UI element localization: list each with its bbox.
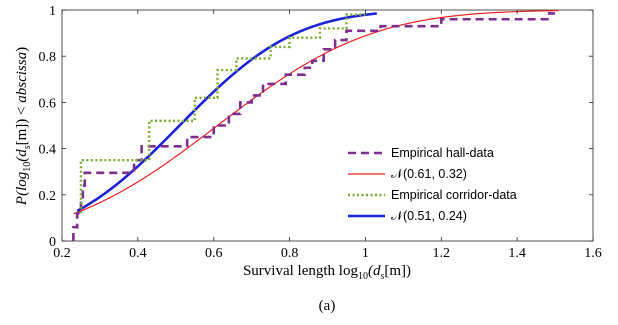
y-axis-label: P(log10(ds[m]) < abscissa) [14, 47, 33, 206]
plot-area-frame [61, 9, 594, 242]
series-line-normal-corridor [76, 12, 377, 213]
figure-caption: (a) [319, 298, 336, 314]
legend-label-normal-hall: 𝒩(0.61, 0.32) [391, 167, 467, 181]
x-tick-label: 1.6 [584, 246, 602, 261]
y-tick-label: 1 [49, 4, 56, 19]
legend-entry-hall: Empirical hall-data [348, 146, 494, 160]
ticks-layer: 0.2 0.4 0.6 0.8 1 1.2 1.4 1.600.20.40.60.81 [39, 4, 602, 261]
series-line-normal-hall [73, 9, 559, 215]
legend-entry-normal-corridor: 𝒩(0.51, 0.24) [348, 209, 467, 223]
y-tick-label: 0.4 [39, 143, 57, 158]
series-line-empirical-corridor [79, 13, 366, 214]
y-tick-label: 0 [49, 235, 56, 250]
legend-entry-corridor: Empirical corridor-data [348, 188, 517, 202]
y-tick-label: 0.2 [39, 189, 57, 204]
y-tick-label: 0.8 [39, 50, 57, 65]
x-tick-label: 1 [362, 246, 369, 261]
x-tick-label: 1.4 [508, 246, 526, 261]
legend-label-normal-corridor: 𝒩(0.51, 0.24) [391, 209, 467, 223]
x-axis-label: Survival length log10(ds[m]) [243, 263, 411, 282]
legend-label-hall: Empirical hall-data [391, 146, 494, 160]
x-tick-label: 1.2 [433, 246, 451, 261]
legend: Empirical hall-data 𝒩(0.61, 0.32) Empiri… [343, 142, 529, 232]
legend-entry-normal-hall: 𝒩(0.61, 0.32) [348, 167, 467, 181]
x-tick-label: 0.6 [205, 246, 223, 261]
x-tick-label: 0.8 [281, 246, 299, 261]
series-line-empirical-hall [72, 12, 556, 241]
series-layer [72, 9, 559, 241]
x-tick-label: 0.2 [53, 246, 71, 261]
legend-label-corridor: Empirical corridor-data [391, 188, 517, 202]
x-tick-label: 0.4 [129, 246, 147, 261]
y-tick-label: 0.6 [39, 96, 57, 111]
